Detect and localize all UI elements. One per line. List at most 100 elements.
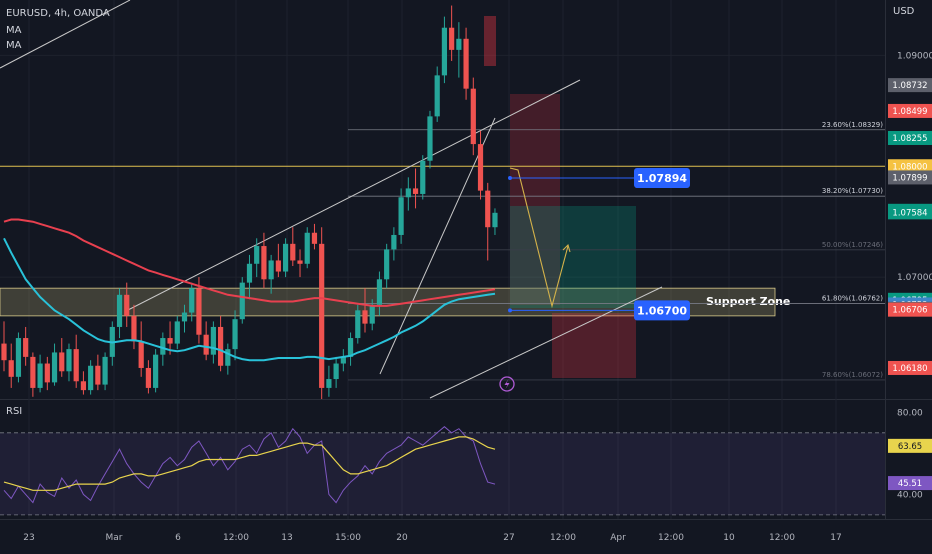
symbol-title: EURUSD, 4h, OANDA <box>6 8 110 19</box>
candle-body <box>254 246 260 264</box>
trend-line[interactable] <box>379 117 496 375</box>
trend-line[interactable] <box>429 286 663 399</box>
candle-body <box>319 243 325 388</box>
candle-body <box>153 354 159 388</box>
lightning-icon[interactable] <box>499 376 515 392</box>
candle-body <box>268 260 274 280</box>
price-tick-label: 1.09000 <box>897 51 932 61</box>
candle-body <box>282 243 289 272</box>
fib-level-label: 61.80%(1.06762) <box>822 294 883 302</box>
indicator-legend-ma-2[interactable]: MA <box>6 40 22 51</box>
candle-body <box>362 310 368 324</box>
time-tick-label: 17 <box>830 533 841 543</box>
price-axis-label-box <box>888 302 932 317</box>
candle-body <box>88 365 94 391</box>
time-tick-label: Mar <box>106 533 123 543</box>
candle-body <box>116 294 123 327</box>
price-tick-label: 1.07000 <box>897 273 932 283</box>
time-tick-label: 12:00 <box>769 533 795 543</box>
price-axis-label-box <box>888 360 932 375</box>
candle-body <box>225 349 231 366</box>
indicator-legend-ma-1[interactable]: MA <box>6 25 22 36</box>
time-axis[interactable]: 23 Mar 6 12:00 13 15:00 20 27 12:00 Apr 12:00 10 12:… <box>23 533 841 543</box>
candle-body <box>138 341 144 368</box>
candle-body <box>485 190 491 228</box>
fib-level-label: 50.00%(1.07246) <box>822 241 883 249</box>
candle-body <box>355 310 361 339</box>
candle-body <box>196 288 202 335</box>
candle-body <box>102 356 108 385</box>
rsi-legend-title[interactable]: RSI <box>6 406 22 417</box>
time-tick-label: 12:00 <box>658 533 684 543</box>
candle-body <box>8 360 14 377</box>
candle-body <box>304 232 310 264</box>
candle-body <box>73 349 79 382</box>
candle-body <box>398 197 404 235</box>
candle-body <box>246 263 253 283</box>
ma-cyan-line <box>3 237 496 362</box>
drawings-overlay: 1.07894 1.06700 <box>508 167 690 321</box>
candle-body <box>167 338 173 344</box>
rsi-value-box <box>888 438 932 453</box>
price-axis[interactable]: 1.09000 1.07000 1.08732 1.08499 1.08255 1.080… <box>888 51 932 375</box>
candle-body <box>405 188 411 198</box>
candle-body <box>239 282 245 320</box>
trend-line[interactable] <box>0 0 131 69</box>
callout-box[interactable] <box>634 167 690 188</box>
time-tick-label: 27 <box>503 533 514 543</box>
candle-body <box>59 352 65 372</box>
candle-body <box>456 38 462 50</box>
candle-body <box>23 338 29 357</box>
candle-body <box>326 379 332 388</box>
currency-label: USD <box>893 6 915 17</box>
candle-body <box>369 304 375 324</box>
callout-box[interactable] <box>634 300 690 321</box>
candle-body <box>51 352 58 383</box>
drawings-zones: Support Zone <box>0 16 790 378</box>
price-axis-label-box <box>888 130 932 145</box>
price-axis-label: 1.07899 <box>892 173 927 183</box>
price-axis-label: 1.08255 <box>892 134 927 144</box>
target-zone[interactable] <box>510 206 636 308</box>
candle-body <box>333 363 339 380</box>
rsi-tick-label: 80.00 <box>897 408 923 418</box>
time-tick-label: 15:00 <box>335 533 361 543</box>
fib-level-label: 38.20%(1.07730) <box>822 187 883 195</box>
callout-label: 1.06700 <box>637 304 687 317</box>
projection-arrow-head <box>562 243 571 253</box>
price-axis-label-box <box>888 170 932 185</box>
candle-body <box>15 338 22 377</box>
candle-body <box>181 312 188 322</box>
candle-body <box>160 338 166 355</box>
trend-line[interactable] <box>127 79 581 311</box>
candle-body <box>124 294 130 316</box>
fib-level-label: 78.60%(1.06072) <box>822 371 883 379</box>
candle-body <box>347 338 354 357</box>
rsi-pane: 80.00 40.00 63.65 45.51 <box>0 408 932 516</box>
price-axis-label: 1.07584 <box>892 208 927 218</box>
candle-body <box>44 363 50 383</box>
short-risk-box[interactable] <box>484 16 496 66</box>
support-zone-label: Support Zone <box>706 295 790 308</box>
candle-body <box>420 160 426 194</box>
callout-label: 1.07894 <box>637 172 687 185</box>
candle-body <box>80 381 87 391</box>
rsi-value-label: 45.51 <box>898 479 922 489</box>
projection-path[interactable] <box>509 167 569 309</box>
candle-body <box>218 326 224 366</box>
stop-loss-zone[interactable] <box>510 94 560 305</box>
price-axis-label-box <box>888 103 932 118</box>
risk-zone[interactable] <box>552 313 636 378</box>
rsi-ma-line <box>3 436 496 491</box>
time-tick-label: 12:00 <box>550 533 576 543</box>
rsi-value-label: 63.65 <box>898 442 922 452</box>
candle-body <box>66 349 72 372</box>
candle-body <box>290 243 296 261</box>
candles <box>1 5 498 399</box>
candle-body <box>145 367 151 388</box>
candle-body <box>427 116 433 161</box>
price-axis-label: 1.06180 <box>892 364 927 374</box>
candle-body <box>275 260 281 272</box>
